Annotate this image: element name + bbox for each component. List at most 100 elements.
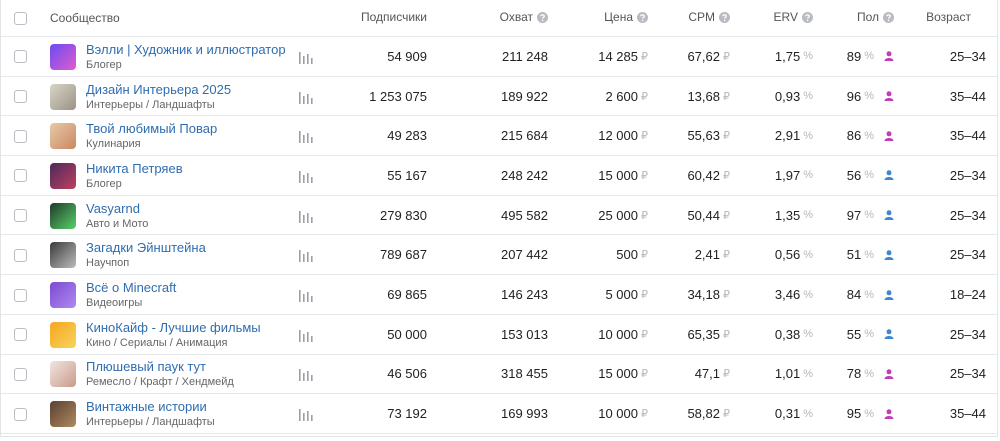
gender-value: 56 — [846, 167, 862, 183]
reach: 153 013 — [501, 327, 548, 342]
community-name[interactable]: Всё о Minecraft — [86, 280, 177, 296]
unit: % — [864, 50, 874, 63]
community-name[interactable]: Загадки Эйнштейна — [86, 240, 206, 256]
community-name[interactable]: Плюшевый паук тут — [86, 359, 206, 375]
price: 10 000 ₽ — [598, 406, 648, 421]
stats-button[interactable] — [299, 209, 314, 228]
unit: % — [864, 209, 874, 222]
row-checkbox[interactable] — [14, 248, 27, 262]
select-all-checkbox[interactable] — [14, 12, 27, 25]
table-row: Плюшевый паук тут Ремесло / Крафт / Хендм… — [1, 355, 997, 395]
row-checkbox[interactable] — [14, 169, 27, 183]
column-header[interactable]: Цена — [604, 10, 648, 24]
row-checkbox[interactable] — [14, 328, 27, 342]
row-checkbox[interactable] — [14, 288, 27, 302]
reach-value: 153 013 — [501, 326, 548, 342]
unit: ₽ — [723, 408, 730, 421]
age-value: 25–34 — [949, 366, 986, 382]
subscribers: 49 283 — [387, 128, 427, 143]
column-header[interactable]: Охват — [500, 10, 548, 24]
subscribers: 69 865 — [387, 287, 427, 302]
reach: 146 243 — [501, 287, 548, 302]
stats-button[interactable] — [299, 90, 314, 109]
avatar — [50, 401, 76, 428]
column-header: Сообщество — [50, 11, 120, 25]
row-checkbox[interactable] — [14, 367, 27, 381]
table-row: Вэлли | Художник и иллюстратор Блогер 54 9… — [1, 37, 997, 77]
age: 25–34 — [950, 247, 986, 262]
table-row: Загадки Эйнштейна Научпоп 789 687 207 442 50… — [1, 236, 997, 276]
cpm: 58,82 ₽ — [687, 406, 730, 421]
table-row: Всё о Minecraft Видеоигры 69 865 146 243 5 0… — [1, 275, 997, 315]
stats-button[interactable] — [299, 129, 314, 148]
erv-value: 1,01 — [774, 366, 801, 382]
price: 25 000 ₽ — [598, 208, 648, 223]
gender-icon — [884, 369, 894, 379]
community-name[interactable]: Дизайн Интерьера 2025 — [86, 81, 232, 97]
community-name[interactable]: Твой любимый Повар — [86, 121, 218, 137]
gender-value: 84 — [846, 287, 862, 303]
stats-icon — [299, 91, 313, 104]
community-name[interactable]: КиноКайф - Лучшие фильмы — [86, 319, 261, 335]
subscribers: 55 167 — [387, 168, 427, 183]
column-header[interactable]: Возраст — [926, 10, 971, 24]
community-name[interactable]: Вэлли | Художник и иллюстратор — [86, 41, 286, 57]
column-header-text: ERV — [773, 10, 798, 24]
cpm: 47,1 ₽ — [695, 366, 730, 381]
unit: ₽ — [641, 50, 648, 63]
community-name[interactable]: Vasyarnd — [86, 200, 140, 216]
unit: % — [864, 90, 874, 103]
price-value: 25 000 — [598, 207, 638, 223]
column-header[interactable]: ERV — [774, 10, 813, 24]
price: 12 000 ₽ — [598, 128, 648, 143]
erv: 0,56% — [775, 247, 813, 262]
row-checkbox[interactable] — [14, 209, 27, 223]
cpm-value: 34,18 — [687, 287, 720, 303]
unit: ₽ — [723, 249, 730, 262]
unit: ₽ — [723, 130, 730, 143]
stats-button[interactable] — [299, 50, 314, 69]
stats-button[interactable] — [299, 328, 314, 347]
help-icon — [637, 11, 648, 23]
column-header-text: Пол — [856, 10, 879, 24]
table-row: Дизайн Интерьера 2025 Интерьеры / Ландшаф… — [1, 77, 997, 117]
community-name[interactable]: Никита Петряев — [86, 160, 183, 176]
gender: 56% — [847, 168, 894, 183]
erv: 1,97% — [775, 168, 813, 183]
subscribers: 50 000 — [387, 327, 427, 342]
row-checkbox[interactable] — [14, 90, 27, 104]
row-checkbox[interactable] — [14, 129, 27, 143]
stats-button[interactable] — [299, 367, 314, 386]
cpm-value: 13,68 — [687, 88, 720, 104]
stats-button[interactable] — [299, 288, 314, 307]
price: 10 000 ₽ — [598, 327, 648, 342]
community-name[interactable]: Винтажные истории — [86, 399, 207, 415]
reach: 189 922 — [501, 89, 548, 104]
avatar — [50, 242, 76, 269]
row-checkbox[interactable] — [14, 407, 27, 421]
stats-button[interactable] — [299, 169, 314, 188]
stats-button[interactable] — [299, 407, 314, 426]
erv: 3,46% — [775, 287, 813, 302]
unit: ₽ — [723, 368, 730, 381]
stats-button[interactable] — [299, 248, 314, 267]
community-category: Авто и Мото — [86, 217, 149, 230]
reach: 207 442 — [501, 247, 548, 262]
avatar — [50, 83, 76, 110]
gender-value: 51 — [846, 247, 862, 263]
unit: % — [864, 328, 874, 341]
column-header[interactable]: Пол — [857, 10, 894, 24]
cpm: 2,41 ₽ — [695, 247, 730, 262]
subscribers-value: 279 830 — [380, 207, 427, 223]
age: 25–34 — [950, 366, 986, 381]
column-header[interactable]: CPM — [688, 10, 730, 24]
cpm: 55,63 ₽ — [687, 128, 730, 143]
erv-value: 1,97 — [774, 167, 801, 183]
table-row: Твой любимый Повар Кулинария 49 283 215 684… — [1, 116, 997, 157]
row-checkbox[interactable] — [14, 50, 27, 64]
column-header[interactable]: Подписчики — [361, 10, 427, 24]
cpm: 34,18 ₽ — [687, 287, 730, 302]
reach: 211 248 — [502, 49, 548, 64]
subscribers: 789 687 — [380, 247, 427, 262]
unit: % — [803, 248, 813, 261]
